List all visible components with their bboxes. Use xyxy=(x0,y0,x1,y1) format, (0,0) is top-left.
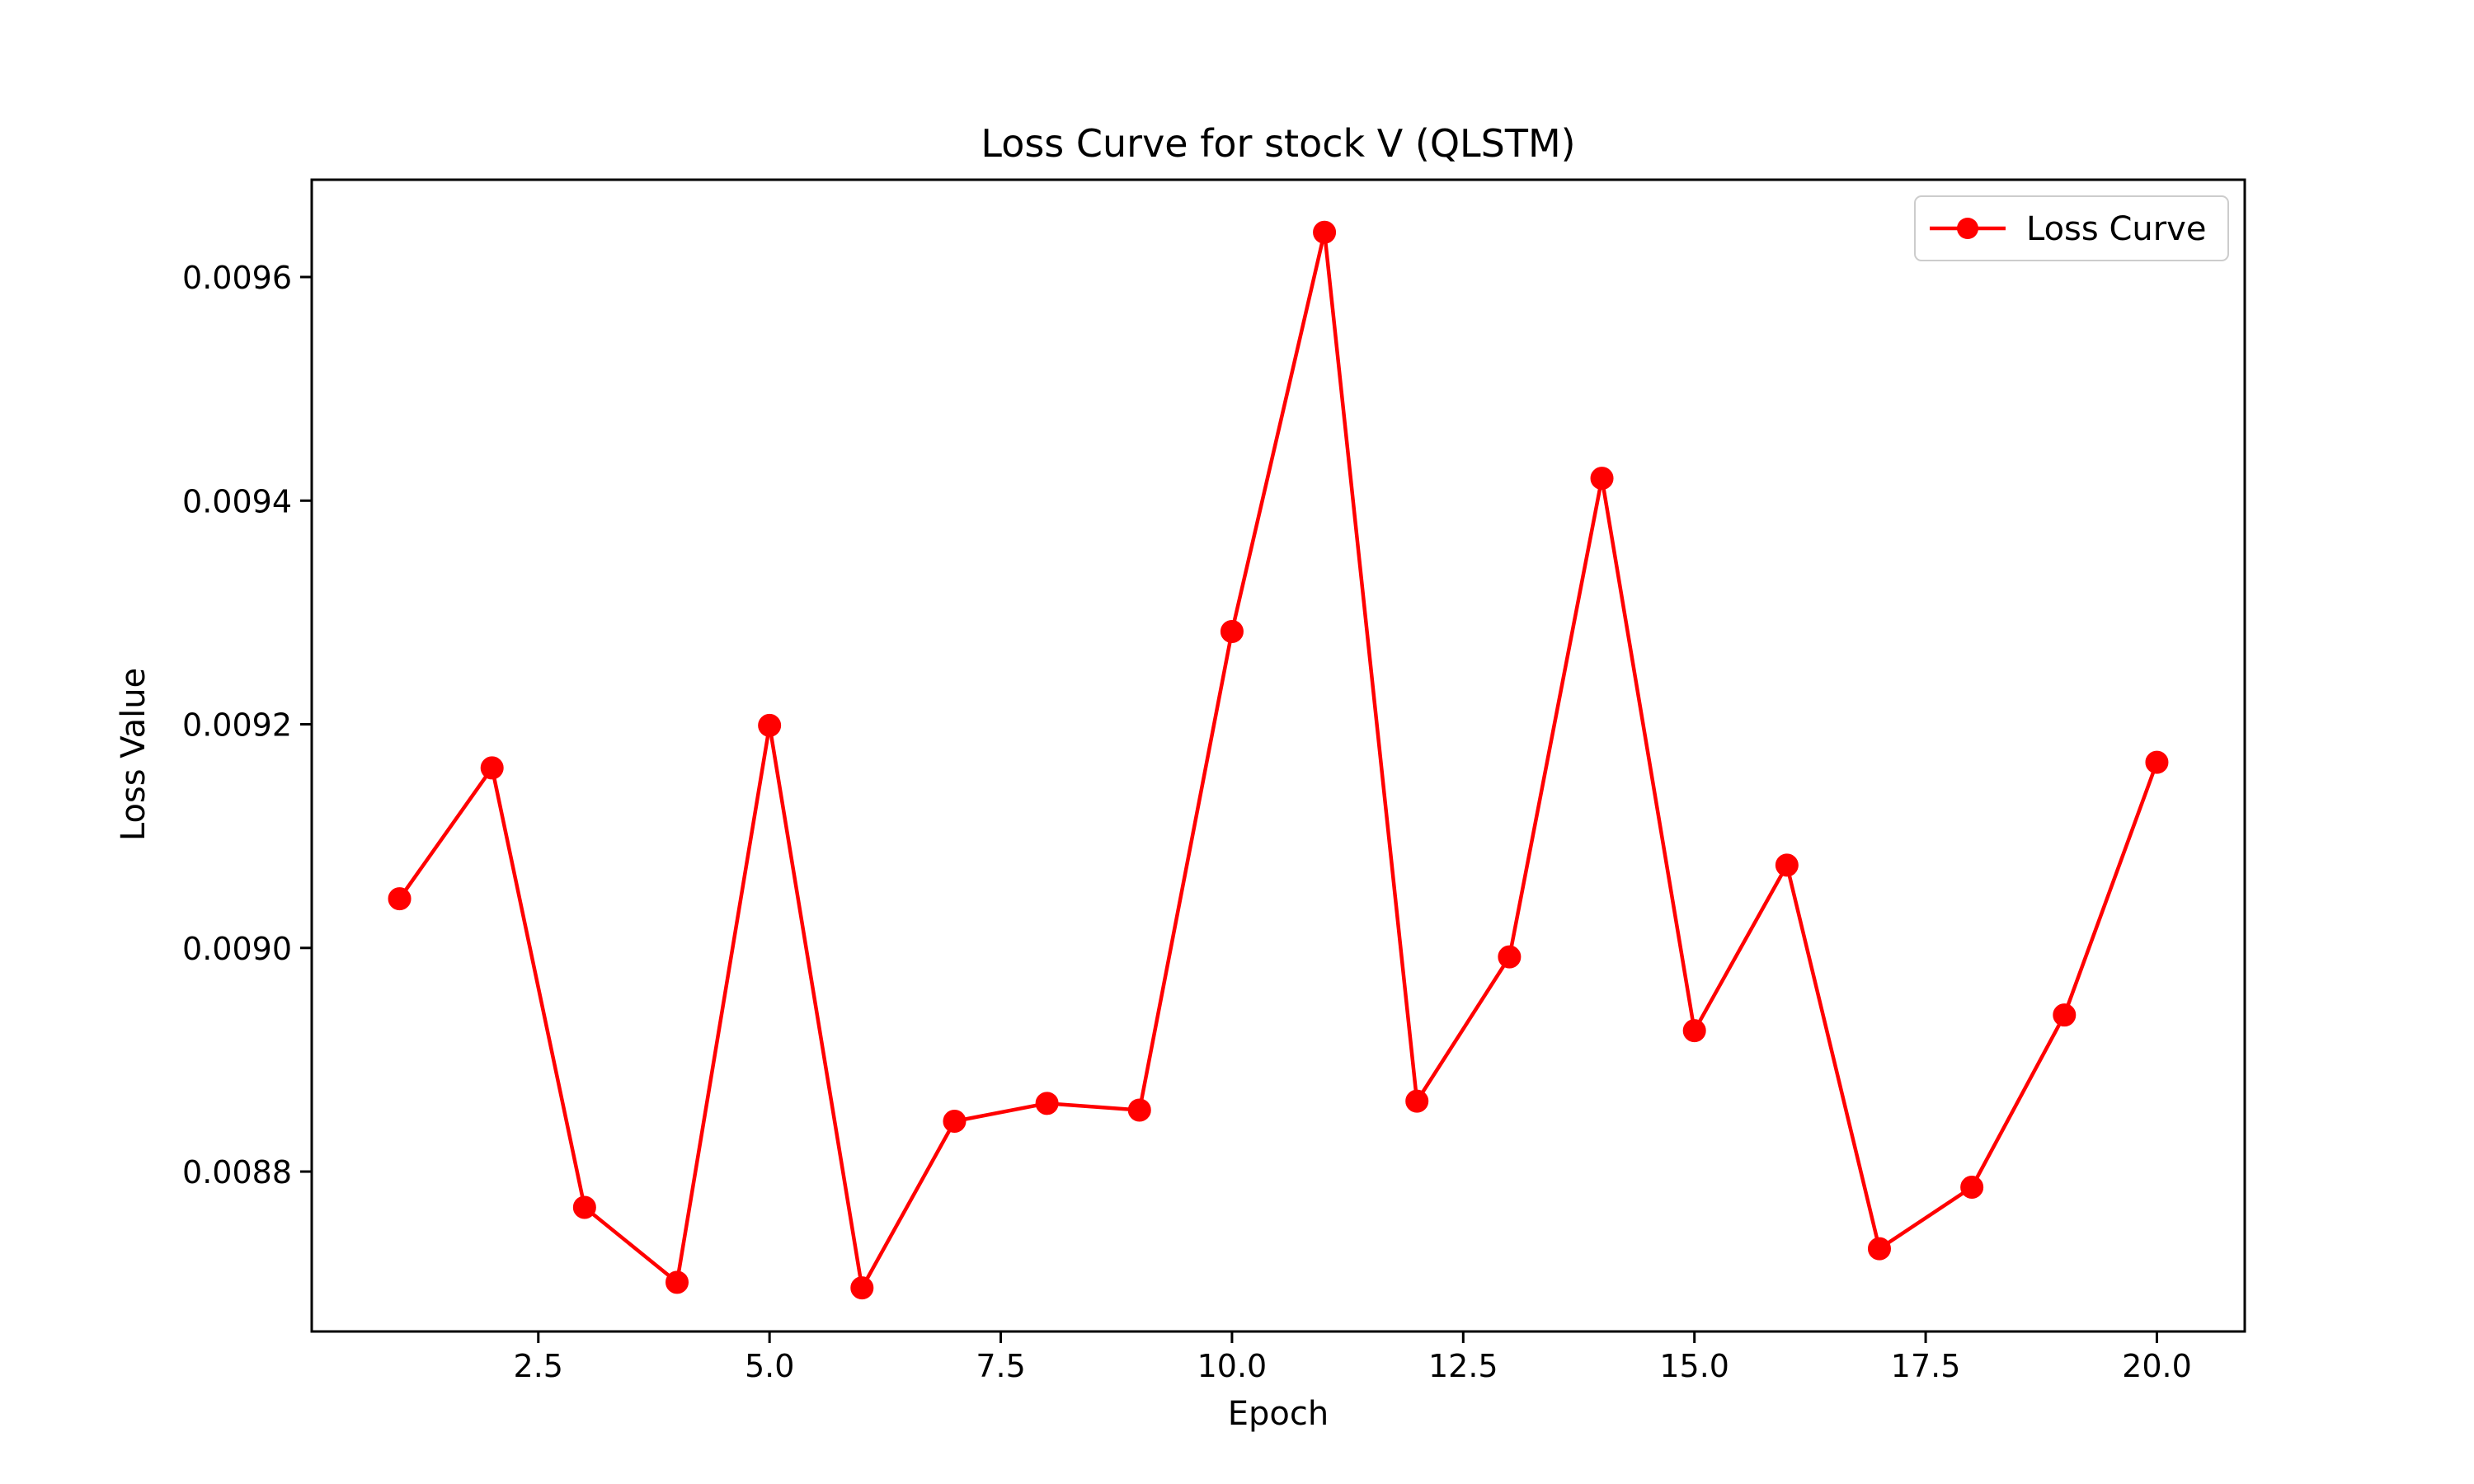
y-tick-label: 0.0088 xyxy=(182,1154,292,1190)
data-point-marker xyxy=(2053,1003,2077,1027)
data-point-marker xyxy=(1498,945,1522,969)
axes-frame xyxy=(310,178,2246,1333)
series-line-loss-curve xyxy=(397,230,2159,1290)
data-point-marker xyxy=(1405,1089,1429,1113)
plot-area: 2.5 5.0 7.5 10.0 12.5 15.0 17.5 20.0 0.0088 0.009… xyxy=(182,178,2246,1384)
legend-box xyxy=(1914,195,2229,261)
x-tick-label: 20.0 xyxy=(2122,1348,2192,1384)
y-axis-label: Loss Value xyxy=(115,668,153,841)
legend-label: Loss Curve xyxy=(2026,210,2206,248)
data-point-marker xyxy=(1682,1019,1706,1043)
x-tick-label: 5.0 xyxy=(745,1348,794,1384)
x-tick-label: 2.5 xyxy=(514,1348,563,1384)
x-tick-label: 12.5 xyxy=(1428,1348,1498,1384)
x-axis-label: Epoch xyxy=(1228,1395,1329,1433)
data-point-marker xyxy=(1035,1092,1059,1115)
data-point-marker xyxy=(666,1270,689,1294)
x-tick-label: 17.5 xyxy=(1891,1348,1961,1384)
y-tick-label: 0.0092 xyxy=(182,707,292,744)
data-point-marker xyxy=(1313,220,1337,244)
data-point-marker xyxy=(1590,467,1614,491)
y-tick-label: 0.0094 xyxy=(182,483,292,519)
y-tick-label: 0.0090 xyxy=(182,931,292,967)
data-point-marker xyxy=(1960,1176,1984,1200)
data-point-marker xyxy=(1220,619,1244,643)
data-point-marker xyxy=(1127,1098,1151,1122)
x-tick-label: 10.0 xyxy=(1197,1348,1268,1384)
data-point-marker xyxy=(1867,1237,1891,1261)
x-tick-label: 7.5 xyxy=(976,1348,1025,1384)
data-point-marker xyxy=(758,713,782,737)
data-point-marker xyxy=(2145,750,2169,774)
y-tick-label: 0.0096 xyxy=(182,260,292,296)
data-point-marker xyxy=(1775,853,1799,877)
chart-title: Loss Curve for stock V (QLSTM) xyxy=(981,121,1575,166)
legend-marker xyxy=(1957,218,1978,239)
data-point-marker xyxy=(480,756,504,780)
data-point-marker xyxy=(850,1276,874,1300)
data-point-marker xyxy=(388,887,412,911)
x-tick-label: 15.0 xyxy=(1659,1348,1729,1384)
data-point-marker xyxy=(572,1195,596,1219)
data-point-marker xyxy=(943,1110,967,1134)
